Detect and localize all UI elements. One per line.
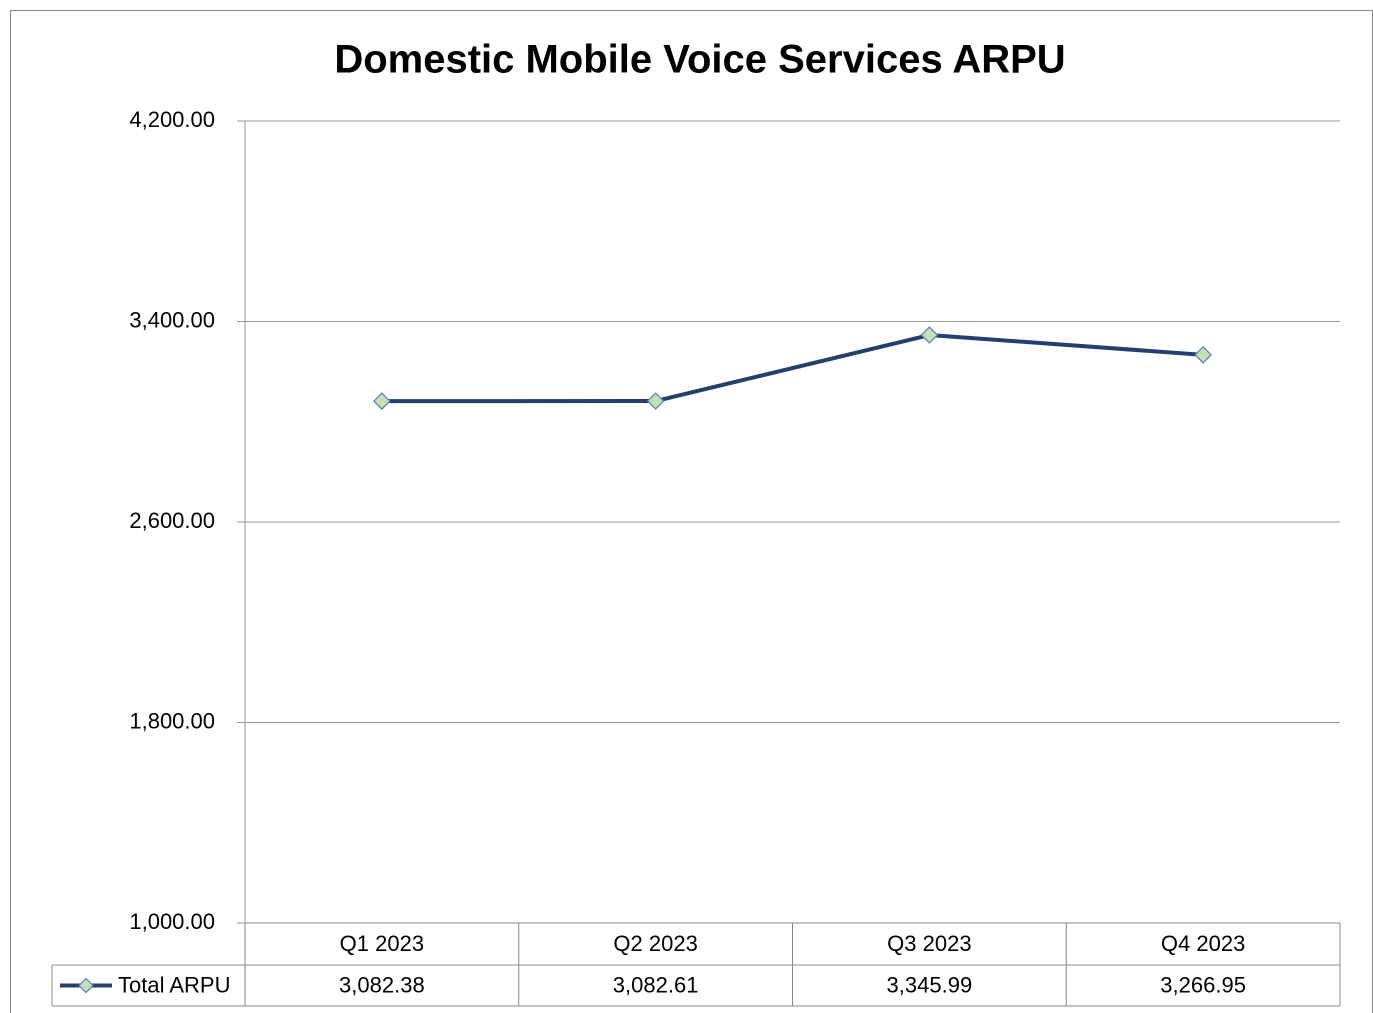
table-value: 3,345.99 [887,972,973,997]
series-line [381,333,1204,404]
marker [373,392,391,410]
x-tick-label: Q3 2023 [887,931,971,956]
table-value: 3,266.95 [1160,972,1246,997]
x-tick-label: Q4 2023 [1161,931,1245,956]
table-value: 3,082.38 [339,972,425,997]
y-tick-label: 1,000.00 [129,909,215,934]
y-tick-label: 3,400.00 [129,307,215,332]
y-tick-label: 1,800.00 [129,708,215,733]
legend-label: Total ARPU [118,972,231,997]
x-tick-label: Q1 2023 [340,931,424,956]
legend-key-marker [78,977,94,994]
x-tick-label: Q2 2023 [613,931,697,956]
table-value: 3,082.61 [613,972,699,997]
chart-frame [10,10,1373,1013]
marker [920,326,939,344]
marker [646,392,665,410]
chart-title: Domestic Mobile Voice Services ARPU [334,38,1065,82]
y-tick-label: 2,600.00 [129,508,215,533]
marker [1194,345,1212,364]
y-tick-label: 4,200.00 [129,107,215,132]
